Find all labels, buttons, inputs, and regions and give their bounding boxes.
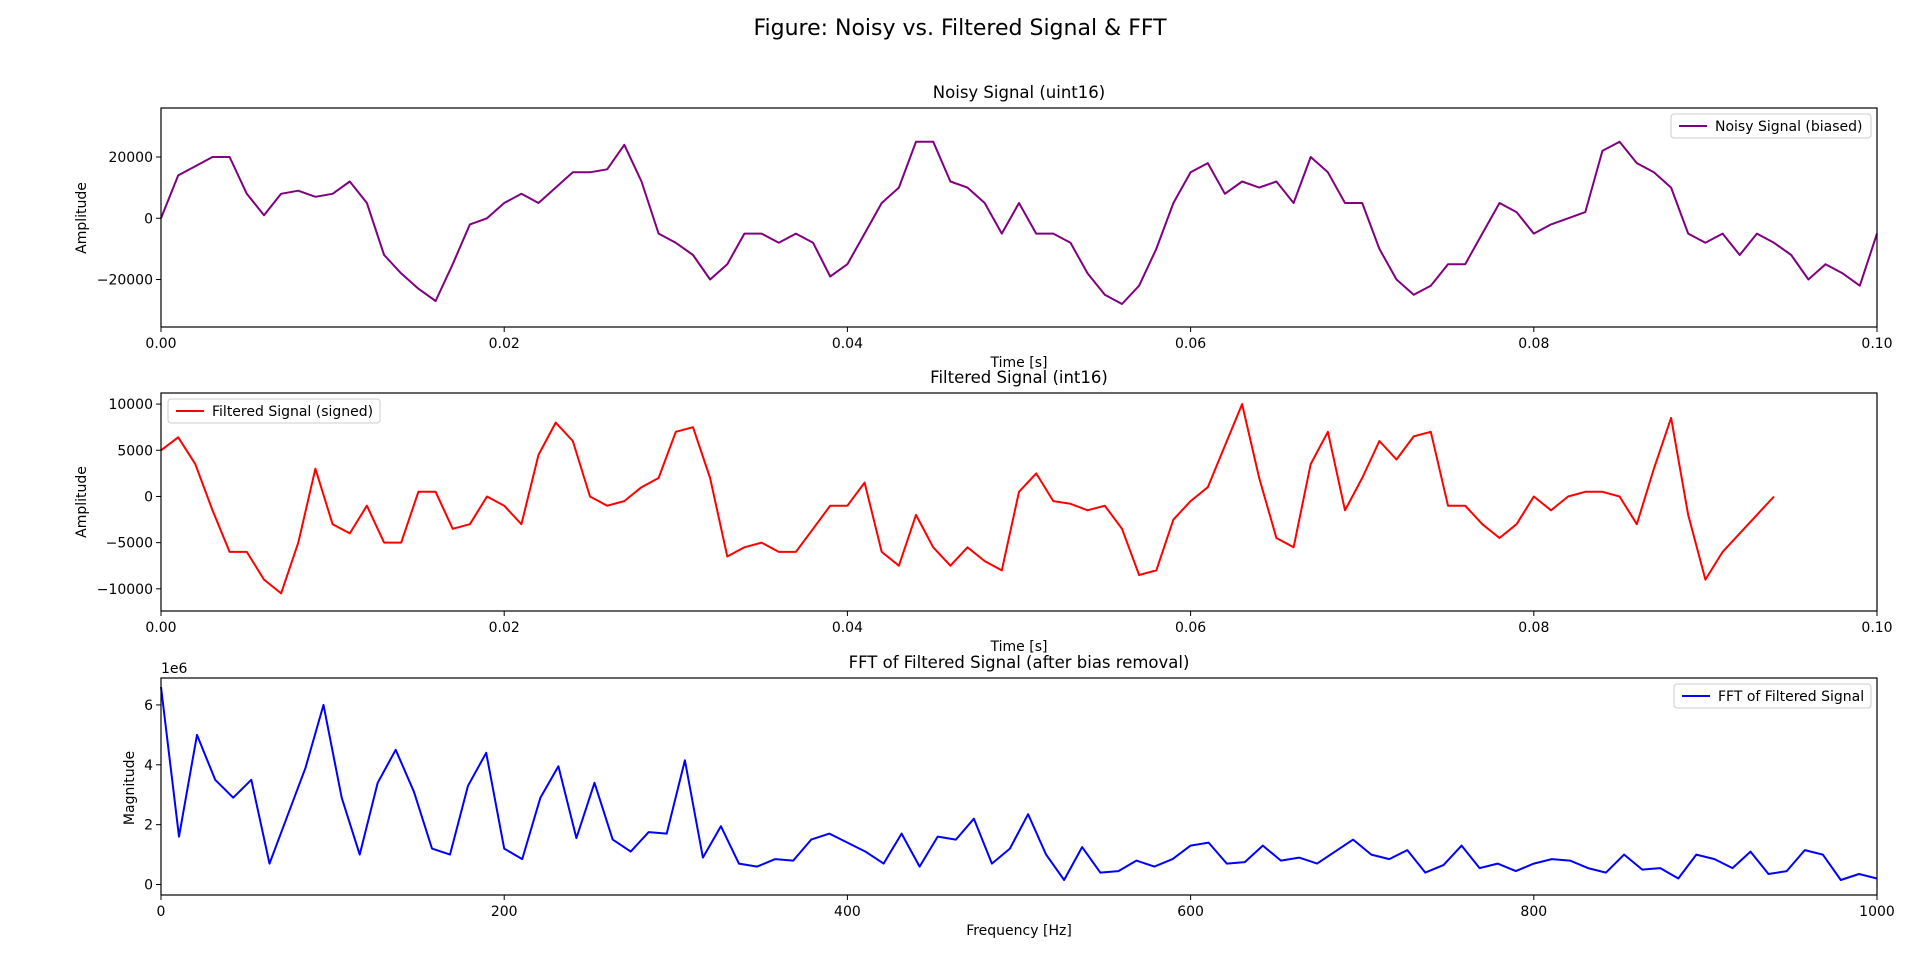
noisy-signal-panel: Noisy Signal (uint16) Time [s] Amplitude…: [74, 83, 1893, 371]
figure-title: Figure: Noisy vs. Filtered Signal & FFT: [753, 16, 1167, 41]
noisy-signal-plot-frame: [160, 107, 1878, 328]
noisy-signal-series-line: [160, 140, 1878, 305]
filtered-signal-legend-label: Filtered Signal (signed): [212, 404, 373, 420]
fft-xlabel: Frequency [Hz]: [966, 923, 1072, 939]
noisy-signal-xtick-label: 0.04: [832, 336, 863, 352]
noisy-signal-title: Noisy Signal (uint16): [933, 83, 1105, 102]
fft-xtick-label: 800: [1520, 904, 1547, 920]
filtered-signal-legend-box: [167, 398, 381, 424]
filtered-signal-xtick-label: 0.06: [1175, 620, 1206, 636]
fft-panel: FFT of Filtered Signal (after bias remov…: [122, 653, 1895, 939]
noisy-signal-ytick-label: −20000: [97, 273, 153, 289]
noisy-signal-ytick-label: 0: [144, 211, 153, 227]
filtered-signal-panel: Filtered Signal (int16) Time [s] Amplitu…: [74, 368, 1893, 655]
noisy-signal-xtick-label: 0.02: [489, 336, 520, 352]
fft-legend-box: [1673, 683, 1872, 709]
filtered-signal-title: Filtered Signal (int16): [930, 368, 1108, 387]
fft-ytick-label: 0: [144, 878, 153, 894]
filtered-signal-xtick-label: 0.04: [832, 620, 863, 636]
filtered-signal-ytick-label: −10000: [97, 582, 153, 598]
fft-legend: FFT of Filtered Signal: [1673, 683, 1872, 709]
filtered-signal-ylabel: Amplitude: [74, 466, 90, 538]
filtered-signal-ytick-label: −5000: [106, 536, 153, 552]
filtered-signal-xtick-label: 0.02: [489, 620, 520, 636]
fft-legend-label: FFT of Filtered Signal: [1718, 689, 1864, 705]
fft-xtick-label: 400: [834, 904, 861, 920]
fft-plot-frame: [160, 677, 1878, 896]
noisy-signal-xlabel: Time [s]: [990, 355, 1048, 371]
noisy-signal-ylabel: Amplitude: [74, 182, 90, 254]
filtered-signal-xlabel: Time [s]: [990, 639, 1048, 655]
filtered-signal-xtick-label: 0.00: [145, 620, 176, 636]
filtered-signal-ytick-label: 5000: [117, 443, 153, 459]
noisy-signal-xtick-label: 0.10: [1861, 336, 1892, 352]
fft-xtick-label: 600: [1177, 904, 1204, 920]
filtered-signal-series-line: [160, 403, 1775, 595]
noisy-signal-xtick-label: 0.00: [145, 336, 176, 352]
noisy-signal-legend-label: Noisy Signal (biased): [1715, 119, 1863, 135]
noisy-signal-legend-box: [1670, 113, 1872, 139]
fft-ylabel: Magnitude: [122, 751, 138, 825]
fft-offset-text: 1e6: [161, 661, 188, 677]
noisy-signal-xtick-label: 0.08: [1518, 336, 1549, 352]
fft-xtick-label: 200: [491, 904, 518, 920]
fft-title: FFT of Filtered Signal (after bias remov…: [849, 653, 1190, 672]
fft-series-line: [160, 686, 1878, 881]
filtered-signal-xtick-label: 0.10: [1861, 620, 1892, 636]
noisy-signal-ytick-label: 20000: [108, 150, 153, 166]
filtered-signal-legend: Filtered Signal (signed): [167, 398, 381, 424]
filtered-signal-plot-frame: [160, 392, 1878, 612]
fft-ytick-label: 6: [144, 698, 153, 714]
fft-xtick-label: 1000: [1859, 904, 1895, 920]
filtered-signal-xtick-label: 0.08: [1518, 620, 1549, 636]
noisy-signal-legend: Noisy Signal (biased): [1670, 113, 1872, 139]
filtered-signal-ytick-label: 0: [144, 489, 153, 505]
fft-ytick-label: 4: [144, 758, 153, 774]
fft-xtick-label: 0: [157, 904, 166, 920]
noisy-signal-xtick-label: 0.06: [1175, 336, 1206, 352]
filtered-signal-ytick-label: 10000: [108, 397, 153, 413]
fft-ytick-label: 2: [144, 818, 153, 834]
